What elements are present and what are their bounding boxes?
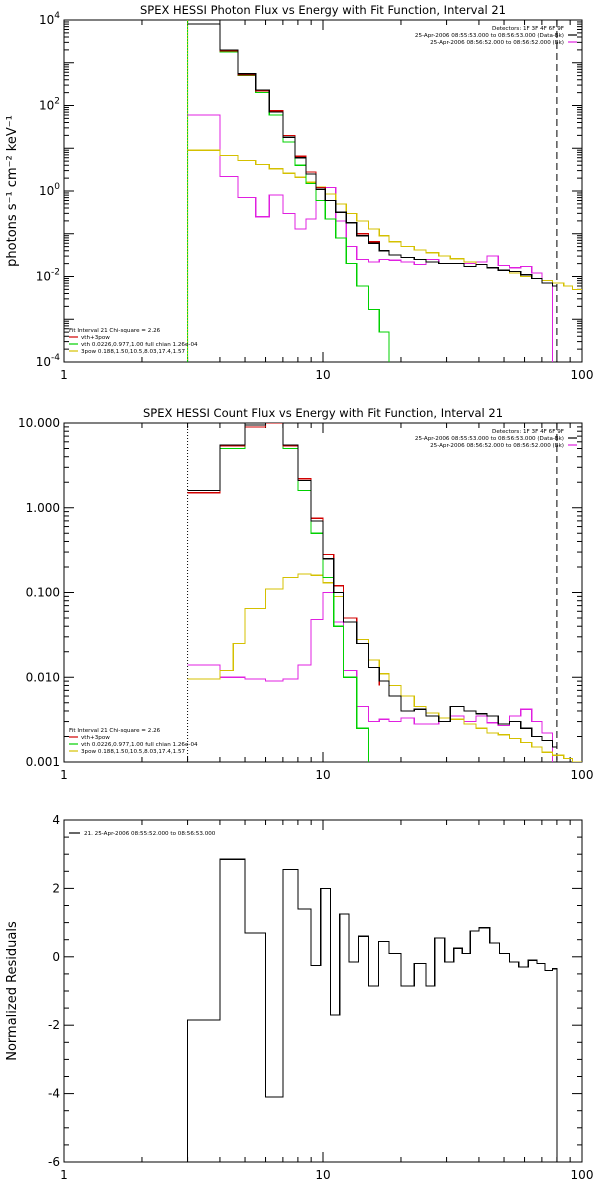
series-group bbox=[187, 23, 582, 362]
series-residuals bbox=[187, 858, 558, 1162]
y-tick-label: 100 bbox=[39, 182, 60, 198]
y-tick-label: 10.000 bbox=[18, 416, 60, 430]
info-line: 25-Apr-2006 08:56:52.000 to 08:56:52.000… bbox=[430, 443, 564, 449]
info-line: 25-Apr-2006 08:55:53.000 to 08:56:53.000… bbox=[415, 33, 564, 39]
legend-entry: vth+3pow bbox=[81, 335, 110, 341]
y-tick-label: 0.100 bbox=[26, 586, 60, 600]
y-tick-label: -2 bbox=[48, 1018, 60, 1032]
series-vth-3pow bbox=[187, 423, 380, 686]
y-axis-label: photons s⁻¹ cm⁻² keV⁻¹ bbox=[5, 115, 20, 267]
x-tick-label: 1 bbox=[60, 368, 68, 382]
info-line: 25-Apr-2006 08:56:52.000 to 08:56:52.000… bbox=[430, 40, 564, 46]
panel-count: SPEX HESSI Count Flux vs Energy with Fit… bbox=[18, 406, 593, 782]
y-tick-label: 0.010 bbox=[26, 670, 60, 684]
y-tick-label: 104 bbox=[39, 11, 60, 27]
x-tick-label: 100 bbox=[571, 368, 594, 382]
x-tick-label: 10 bbox=[315, 1168, 330, 1182]
legend-entry: 21. 25-Apr-2006 08:55:52.000 to 08:56:53… bbox=[84, 831, 216, 837]
chart-title: SPEX HESSI Count Flux vs Energy with Fit… bbox=[143, 406, 503, 420]
y-tick-label: 2 bbox=[52, 881, 60, 895]
x-tick-label: 10 bbox=[315, 768, 330, 782]
plot-frame bbox=[63, 819, 583, 1163]
legend-entry: 3pow 0.188,1.50,10.5,8.03,17.4,1.57 bbox=[81, 749, 186, 755]
info-line: Detectors: 1F 3F 4F 6F 9F bbox=[492, 26, 564, 32]
legend-entry: Fit Interval 21 Chi-square = 2.26 bbox=[69, 328, 161, 334]
y-tick-label: 1.000 bbox=[26, 501, 60, 515]
panel-resid: 1 10 100 -6 -4 -2 0 2 4 Normalized Residuals 21. 2… bbox=[5, 813, 593, 1182]
y-tick-label: 0 bbox=[52, 950, 60, 964]
series-group bbox=[187, 858, 558, 1162]
y-axis-label: Normalized Residuals bbox=[5, 921, 20, 1061]
x-tick-label: 100 bbox=[571, 768, 594, 782]
x-tick-label: 100 bbox=[571, 1168, 594, 1182]
y-tick-label: -4 bbox=[48, 1087, 60, 1101]
series-3pow bbox=[187, 573, 582, 762]
legend-entry: vth 0.0226,0.977,1.00 full chian 1.26e-0… bbox=[81, 342, 198, 348]
series-data bbox=[187, 423, 557, 748]
y-tick-label: 0.001 bbox=[26, 755, 60, 769]
x-tick-label: 1 bbox=[60, 768, 68, 782]
y-tick-label: 102 bbox=[39, 97, 60, 113]
plot-frame bbox=[63, 19, 583, 363]
info-line: 25-Apr-2006 08:55:53.000 to 08:56:53.000… bbox=[415, 436, 564, 442]
series-data bbox=[187, 23, 557, 287]
series-group bbox=[187, 423, 582, 762]
y-tick-label: 10-4 bbox=[36, 353, 61, 369]
chart-title: SPEX HESSI Photon Flux vs Energy with Fi… bbox=[140, 3, 506, 17]
info-line: Detectors: 1F 3F 4F 6F 9F bbox=[492, 429, 564, 435]
panel-photon: SPEX HESSI Photon Flux vs Energy with Fi… bbox=[5, 3, 593, 382]
series-background bbox=[187, 114, 554, 362]
legend-entry: vth+3pow bbox=[81, 735, 110, 741]
series-3pow bbox=[187, 149, 582, 290]
y-tick-label: -6 bbox=[48, 1155, 60, 1169]
legend-entry: Fit Interval 21 Chi-square = 2.26 bbox=[69, 728, 161, 734]
legend-entry: vth 0.0226,0.977,1.00 full chian 1.26e-0… bbox=[81, 742, 198, 748]
y-tick-label: 10-2 bbox=[36, 268, 60, 284]
y-tick-label: 4 bbox=[52, 813, 60, 827]
x-tick-label: 1 bbox=[60, 1168, 68, 1182]
series-vth bbox=[187, 23, 390, 362]
series-background bbox=[187, 591, 554, 762]
x-tick-label: 10 bbox=[315, 368, 330, 382]
legend-entry: 3pow 0.188,1.50,10.5,8.03,17.4,1.57 bbox=[81, 349, 186, 355]
